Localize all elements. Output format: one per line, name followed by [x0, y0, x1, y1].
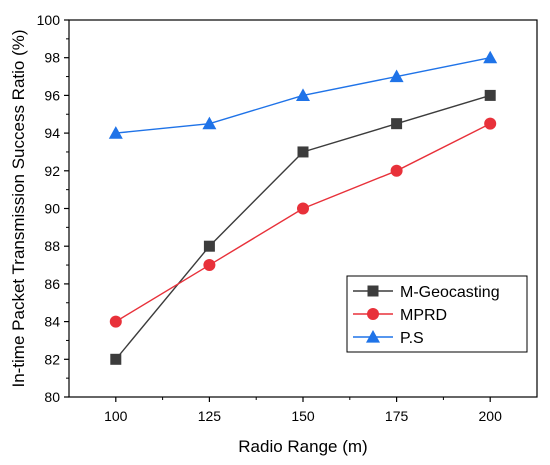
- data-point: [110, 353, 122, 365]
- data-point: [297, 146, 309, 158]
- y-tick-label: 80: [44, 389, 60, 405]
- series-p-s: [108, 50, 498, 139]
- x-tick-label: 125: [198, 408, 222, 424]
- y-tick-label: 86: [44, 276, 60, 292]
- y-tick-label: 84: [44, 314, 60, 330]
- legend-label: MPRD: [400, 307, 447, 324]
- x-tick-label: 200: [479, 408, 503, 424]
- series-layer: [108, 50, 498, 365]
- y-tick-label: 82: [44, 351, 60, 367]
- series-mprd: [109, 117, 497, 328]
- legend-marker: [367, 285, 379, 297]
- data-point: [108, 126, 123, 139]
- data-point: [483, 50, 498, 64]
- x-tick-label: 150: [291, 408, 315, 424]
- data-point: [389, 69, 404, 83]
- y-tick-label: 98: [44, 50, 60, 66]
- data-point: [202, 116, 217, 130]
- legend-item: MPRD: [353, 307, 447, 324]
- data-point: [390, 164, 403, 177]
- x-axis-title: Radio Range (m): [238, 437, 367, 456]
- data-point: [484, 117, 497, 130]
- x-tick-label: 100: [104, 408, 128, 424]
- y-tick-label: 92: [44, 163, 60, 179]
- y-axis-title: In-time Packet Transmission Success Rati…: [9, 29, 28, 387]
- y-tick-label: 94: [44, 125, 60, 141]
- legend-item: P.S: [353, 330, 424, 347]
- legend: M-Geocasting MPRD P.S: [346, 275, 528, 353]
- legend-item: M-Geocasting: [353, 284, 500, 301]
- y-tick-label: 100: [37, 12, 61, 28]
- data-point: [203, 259, 216, 272]
- data-point: [296, 88, 310, 101]
- y-tick-label: 90: [44, 201, 60, 217]
- y-tick-label: 96: [44, 87, 60, 103]
- data-point: [391, 118, 403, 130]
- data-point: [203, 240, 215, 252]
- x-tick-label: 175: [385, 408, 409, 424]
- legend-label: M-Geocasting: [400, 284, 500, 301]
- data-point: [109, 315, 122, 328]
- axes: 100 125 150 175 200 80 82 84 86 88 90 92 94 96 98 100: [37, 12, 538, 424]
- y-tick-label: 88: [44, 238, 60, 254]
- data-point: [297, 202, 309, 215]
- legend-marker: [366, 330, 380, 343]
- legend-label: P.S: [400, 330, 424, 347]
- legend-marker: [367, 308, 379, 320]
- data-point: [484, 89, 496, 101]
